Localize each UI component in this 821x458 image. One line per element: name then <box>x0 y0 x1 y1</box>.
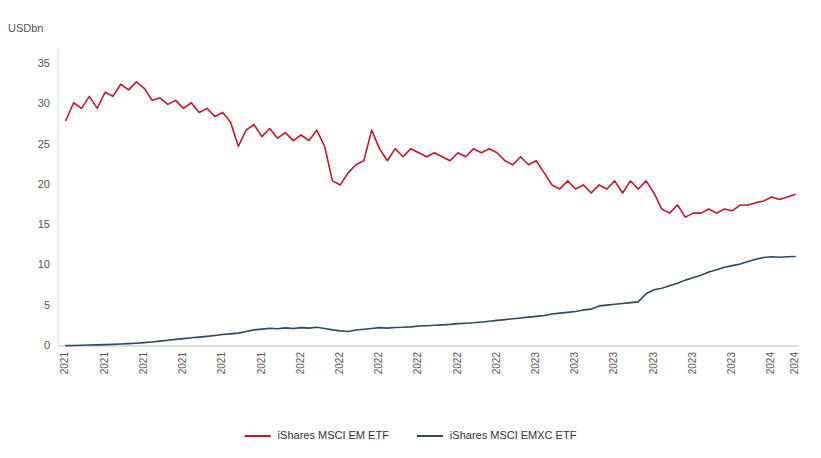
legend-label: iShares MSCI EMXC ETF <box>450 429 577 441</box>
y-tick-label: 25 <box>38 138 50 150</box>
x-tick-label: 2023 <box>726 352 737 375</box>
x-tick-label: 2024 <box>765 352 776 375</box>
x-tick-label: 2023 <box>648 352 659 375</box>
y-tick-label: 15 <box>38 218 50 230</box>
x-tick-label: 2021 <box>216 352 227 375</box>
x-tick-label: 2022 <box>334 352 345 375</box>
legend-swatch <box>245 435 271 437</box>
plot-area <box>66 82 795 346</box>
x-tick-label: 2022 <box>295 352 306 375</box>
x-axis-line <box>58 346 799 347</box>
background <box>0 0 821 458</box>
y-tick-label: 35 <box>38 57 50 69</box>
legend: iShares MSCI EM ETF iShares MSCI EMXC ETF <box>245 429 577 441</box>
y-tick-label: 0 <box>44 339 50 351</box>
y-tick-label: 5 <box>44 299 50 311</box>
chart: 0 5 10 15 20 25 30 35 USDbn 2021 2021 2021 2021 2021 2… <box>0 0 821 458</box>
series-line <box>66 82 795 217</box>
x-tick-label: 2021 <box>99 352 110 375</box>
x-tick-label: 2022 <box>373 352 384 375</box>
y-axis-line <box>58 48 59 346</box>
y-tick-label: 30 <box>38 97 50 109</box>
legend-swatch <box>417 435 443 437</box>
x-tick-label: 2022 <box>452 352 463 375</box>
y-tick-label: 20 <box>38 178 50 190</box>
y-tick-label: 10 <box>38 258 50 270</box>
x-tick-label: 2022 <box>412 352 423 375</box>
x-tick-label: 2022 <box>491 352 502 375</box>
x-tick-label: 2023 <box>687 352 698 375</box>
x-tick-label: 2021 <box>256 352 267 375</box>
y-axis-label: USDbn <box>8 22 43 34</box>
legend-label: iShares MSCI EM ETF <box>278 429 390 441</box>
x-tick-label: 2023 <box>569 352 580 375</box>
x-tick-label: 2021 <box>177 352 188 375</box>
x-tick-label: 2021 <box>59 352 70 375</box>
series-line <box>66 256 795 345</box>
x-tick-label: 2021 <box>138 352 149 375</box>
x-tick-label: 2024 <box>789 352 800 375</box>
x-tick-label: 2023 <box>608 352 619 375</box>
x-tick-label: 2023 <box>530 352 541 375</box>
